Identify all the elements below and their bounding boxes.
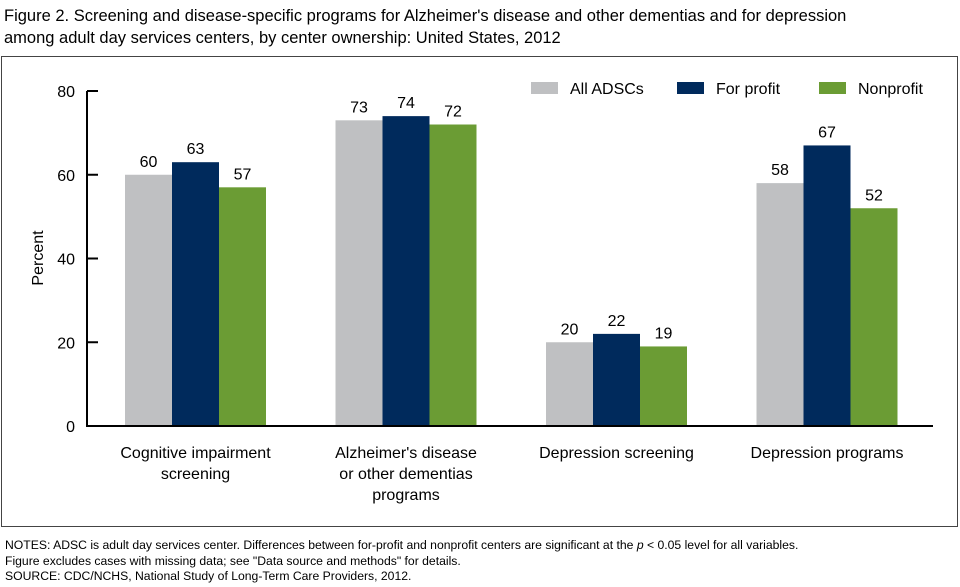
- bar-for-profit: [803, 145, 851, 426]
- data-label: 19: [655, 325, 673, 342]
- notes-line-1-tail: < 0.05 level for all variables.: [643, 538, 799, 552]
- y-tick-label: 80: [57, 84, 75, 101]
- figure-title: Figure 2. Screening and disease-specific…: [4, 5, 954, 49]
- source-line: SOURCE: CDC/NCHS, National Study of Long…: [5, 569, 412, 583]
- y-tick-label: 60: [57, 168, 75, 185]
- data-label: 52: [865, 187, 883, 204]
- data-label: 63: [187, 141, 205, 158]
- legend-label: All ADSCs: [570, 81, 644, 98]
- x-category-label: Depression screening: [539, 445, 694, 462]
- chart-frame: [1, 56, 958, 527]
- data-label: 72: [444, 104, 462, 121]
- notes-line-1-text: NOTES: ADSC is adult day services center…: [5, 538, 637, 552]
- notes-line-2: Figure excludes cases with missing data;…: [5, 553, 461, 568]
- data-label: 20: [561, 321, 579, 338]
- data-label: 74: [397, 95, 415, 112]
- y-axis-label: Percent: [30, 230, 47, 286]
- bar-all-adscs: [125, 174, 172, 426]
- figure-title-line-2: among adult day services centers, by cen…: [4, 29, 561, 47]
- bar-nonprofit: [640, 346, 687, 426]
- data-label: 22: [608, 313, 626, 330]
- notes-line-1: NOTES: ADSC is adult day services center…: [5, 538, 798, 554]
- notes-p-symbol: p: [636, 538, 644, 552]
- notes: NOTES: ADSC is adult day services center…: [5, 538, 798, 585]
- bar-all-adscs: [335, 120, 383, 426]
- legend-swatch: [819, 82, 846, 94]
- x-category-label: screening: [161, 466, 230, 483]
- bar-nonprofit: [429, 124, 477, 426]
- x-category-label: programs: [372, 487, 440, 504]
- data-label: 57: [234, 166, 252, 183]
- legend-swatch: [677, 82, 704, 94]
- y-tick-label: 0: [66, 419, 75, 436]
- data-label: 58: [771, 162, 789, 179]
- figure-title-line-1: Figure 2. Screening and disease-specific…: [4, 7, 847, 25]
- bar-all-adscs: [546, 342, 593, 426]
- bar-nonprofit: [850, 208, 898, 426]
- data-label: 73: [350, 99, 368, 116]
- legend-label: Nonprofit: [858, 81, 923, 98]
- data-label: 60: [140, 154, 158, 171]
- y-tick-label: 20: [57, 335, 75, 352]
- bar-nonprofit: [219, 187, 266, 426]
- bar-for-profit: [593, 333, 640, 426]
- bar-all-adscs: [756, 183, 804, 426]
- legend-label: For profit: [716, 81, 781, 98]
- bar-for-profit: [172, 162, 219, 426]
- y-tick-label: 40: [57, 252, 75, 269]
- legend-swatch: [531, 82, 558, 94]
- x-category-label: or other dementias: [339, 466, 472, 483]
- data-label: 67: [818, 124, 836, 141]
- x-category-label: Depression programs: [751, 445, 904, 462]
- bar-for-profit: [382, 116, 430, 426]
- x-category-label: Alzheimer's disease: [335, 445, 477, 462]
- x-category-label: Cognitive impairment: [120, 445, 271, 462]
